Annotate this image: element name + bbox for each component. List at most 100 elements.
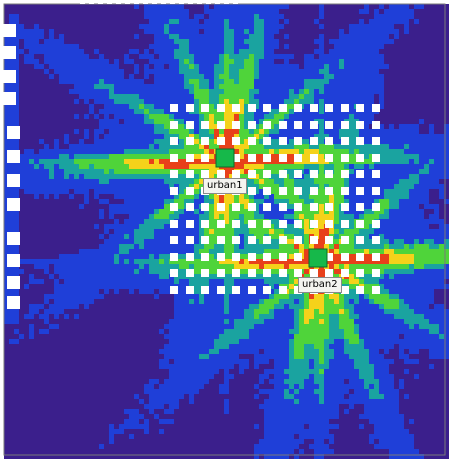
building-block [325,220,333,228]
building-block [186,170,194,178]
building-block [356,154,364,162]
building-block [356,220,364,228]
building-block [217,104,225,112]
building-block [186,137,194,145]
building-block [232,137,240,145]
building-block [186,104,194,112]
building-block [7,150,20,163]
building-block [232,253,240,261]
building-block [279,203,287,211]
building-block [248,286,256,294]
building-block [206,0,211,4]
building-block [217,236,225,244]
building-block [310,154,318,162]
building-block [341,220,349,228]
building-block [201,220,209,228]
building-block [263,187,271,195]
building-block [248,236,256,244]
building-block [248,104,256,112]
building-block [143,0,148,4]
building-block [325,170,333,178]
building-block [3,70,16,83]
building-block [341,286,349,294]
building-block [170,187,178,195]
building-block [279,121,287,129]
building-block [170,236,178,244]
building-block [294,154,302,162]
building-block [279,253,287,261]
building-block [170,253,178,261]
building-block [279,137,287,145]
building-block [294,236,302,244]
building-block [215,0,220,4]
building-block [248,269,256,277]
building-block [232,203,240,211]
building-block [201,269,209,277]
building-block [201,104,209,112]
building-block [98,0,103,4]
building-block [170,104,178,112]
building-block [248,154,256,162]
building-block [170,154,178,162]
building-block [294,104,302,112]
building-block [7,174,20,187]
node-label-urban2-text: urban2 [302,279,338,290]
building-block [294,187,302,195]
building-block [217,170,225,178]
building-block [232,236,240,244]
transmitter-marker-urban2[interactable] [308,248,328,268]
building-block [341,269,349,277]
building-block [224,0,229,4]
building-block [232,170,240,178]
building-block [294,220,302,228]
building-block [341,170,349,178]
building-block [263,253,271,261]
building-block [372,269,380,277]
building-block [217,137,225,145]
building-block [310,269,318,277]
building-block [3,24,16,37]
building-block [201,203,209,211]
building-block [356,104,364,112]
building-block [201,154,209,162]
building-block [217,286,225,294]
building-block [152,0,157,4]
building-block [248,170,256,178]
building-block [279,236,287,244]
building-block [294,203,302,211]
building-block [7,296,20,309]
building-block [201,236,209,244]
building-block [107,0,112,4]
building-block [279,170,287,178]
transmitter-marker-urban1[interactable] [215,148,235,168]
building-block [232,220,240,228]
building-block [217,253,225,261]
building-block [325,269,333,277]
building-block [186,253,194,261]
building-block [372,220,380,228]
building-block [201,286,209,294]
building-block [279,154,287,162]
building-block [248,253,256,261]
building-block [263,104,271,112]
building-block [310,203,318,211]
building-block [356,286,364,294]
building-block [356,269,364,277]
building-block [263,121,271,129]
building-block [356,121,364,129]
building-block [232,154,240,162]
building-block [201,121,209,129]
building-block [80,0,85,4]
building-block [372,104,380,112]
building-block [341,253,349,261]
building-block [294,170,302,178]
building-block [356,170,364,178]
building-block [341,154,349,162]
building-block [170,137,178,145]
node-label-urban1: urban1 [203,178,247,194]
heatmap-cells [4,4,449,459]
building-block [188,0,193,4]
building-grid [3,0,380,309]
